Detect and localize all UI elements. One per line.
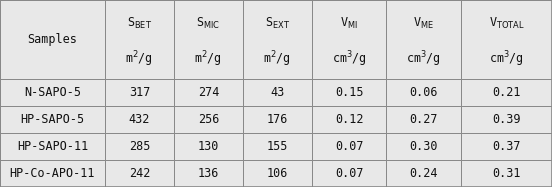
Text: 0.15: 0.15 bbox=[335, 86, 363, 99]
Bar bbox=[243, 79, 312, 106]
Bar bbox=[243, 160, 312, 187]
Text: 0.39: 0.39 bbox=[492, 113, 521, 126]
Text: 43: 43 bbox=[270, 86, 284, 99]
Bar bbox=[312, 133, 386, 160]
Bar bbox=[461, 160, 552, 187]
Text: 0.30: 0.30 bbox=[410, 140, 438, 153]
Text: 432: 432 bbox=[129, 113, 150, 126]
Text: 0.27: 0.27 bbox=[410, 113, 438, 126]
Bar bbox=[0, 79, 105, 106]
Bar bbox=[105, 133, 174, 160]
Text: 0.21: 0.21 bbox=[492, 86, 521, 99]
Bar bbox=[174, 160, 243, 187]
Text: 274: 274 bbox=[198, 86, 219, 99]
Bar bbox=[243, 133, 312, 160]
Text: HP-SAPO-5: HP-SAPO-5 bbox=[20, 113, 84, 126]
Bar bbox=[386, 133, 461, 160]
Bar bbox=[386, 106, 461, 133]
Text: 0.37: 0.37 bbox=[492, 140, 521, 153]
Bar bbox=[105, 0, 174, 79]
Bar bbox=[312, 160, 386, 187]
Bar bbox=[174, 0, 243, 79]
Text: Samples: Samples bbox=[28, 33, 77, 46]
Text: 317: 317 bbox=[129, 86, 150, 99]
Text: 130: 130 bbox=[198, 140, 219, 153]
Bar bbox=[243, 0, 312, 79]
Text: N-SAPO-5: N-SAPO-5 bbox=[24, 86, 81, 99]
Bar bbox=[386, 0, 461, 79]
Bar bbox=[105, 160, 174, 187]
Text: S$_\mathrm{BET}$: S$_\mathrm{BET}$ bbox=[127, 16, 152, 31]
Bar bbox=[0, 0, 105, 79]
Bar bbox=[105, 79, 174, 106]
Text: 0.06: 0.06 bbox=[410, 86, 438, 99]
Text: m$^2$/g: m$^2$/g bbox=[125, 49, 153, 69]
Bar bbox=[312, 106, 386, 133]
Bar bbox=[174, 106, 243, 133]
Bar bbox=[312, 79, 386, 106]
Text: HP-SAPO-11: HP-SAPO-11 bbox=[17, 140, 88, 153]
Bar bbox=[461, 133, 552, 160]
Bar bbox=[0, 106, 105, 133]
Text: S$_\mathrm{EXT}$: S$_\mathrm{EXT}$ bbox=[265, 16, 290, 31]
Text: m$^2$/g: m$^2$/g bbox=[194, 49, 222, 69]
Text: cm$^3$/g: cm$^3$/g bbox=[332, 49, 367, 69]
Text: cm$^3$/g: cm$^3$/g bbox=[406, 49, 441, 69]
Text: 0.31: 0.31 bbox=[492, 167, 521, 180]
Text: 242: 242 bbox=[129, 167, 150, 180]
Bar bbox=[0, 133, 105, 160]
Text: 106: 106 bbox=[267, 167, 288, 180]
Text: 0.07: 0.07 bbox=[335, 140, 363, 153]
Text: 176: 176 bbox=[267, 113, 288, 126]
Bar bbox=[461, 0, 552, 79]
Bar bbox=[386, 79, 461, 106]
Bar bbox=[0, 160, 105, 187]
Text: 0.24: 0.24 bbox=[410, 167, 438, 180]
Bar bbox=[461, 106, 552, 133]
Text: 136: 136 bbox=[198, 167, 219, 180]
Text: 0.07: 0.07 bbox=[335, 167, 363, 180]
Text: V$_\mathrm{TOTAL}$: V$_\mathrm{TOTAL}$ bbox=[489, 16, 524, 31]
Text: HP-Co-APO-11: HP-Co-APO-11 bbox=[10, 167, 95, 180]
Text: 285: 285 bbox=[129, 140, 150, 153]
Text: cm$^3$/g: cm$^3$/g bbox=[489, 49, 524, 69]
Bar bbox=[243, 106, 312, 133]
Text: V$_\mathrm{MI}$: V$_\mathrm{MI}$ bbox=[340, 16, 358, 31]
Text: m$^2$/g: m$^2$/g bbox=[263, 49, 291, 69]
Bar bbox=[105, 106, 174, 133]
Bar bbox=[386, 160, 461, 187]
Text: S$_\mathrm{MIC}$: S$_\mathrm{MIC}$ bbox=[197, 16, 220, 31]
Bar bbox=[461, 79, 552, 106]
Bar bbox=[174, 133, 243, 160]
Text: 256: 256 bbox=[198, 113, 219, 126]
Text: V$_\mathrm{ME}$: V$_\mathrm{ME}$ bbox=[413, 16, 434, 31]
Bar bbox=[174, 79, 243, 106]
Text: 0.12: 0.12 bbox=[335, 113, 363, 126]
Text: 155: 155 bbox=[267, 140, 288, 153]
Bar bbox=[312, 0, 386, 79]
